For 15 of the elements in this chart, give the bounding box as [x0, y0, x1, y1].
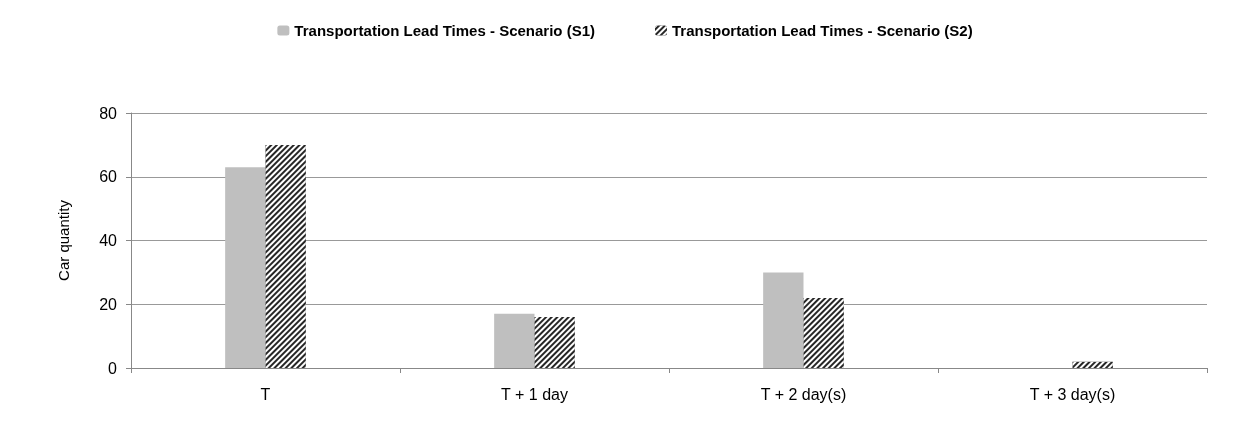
y-tick-label: 80	[99, 104, 118, 122]
legend-label: Transportation Lead Times - Scenario (S2)	[672, 22, 973, 39]
y-tick-label: 60	[99, 168, 118, 186]
y-tick-label: 0	[108, 359, 118, 377]
bar	[763, 272, 804, 368]
x-tick-label: T + 1 day	[501, 385, 568, 403]
x-tick-label: T + 3 day(s)	[1029, 385, 1116, 403]
x-tick-label: T	[260, 385, 271, 403]
y-axis-title: Car quantity	[55, 199, 72, 281]
y-tick-label: 20	[99, 295, 118, 313]
bar	[494, 313, 535, 368]
legend-label: Transportation Lead Times - Scenario (S1)	[294, 22, 596, 39]
y-tick-label: 40	[99, 232, 118, 249]
x-tick-label: T + 2 day(s)	[760, 385, 847, 403]
bar	[225, 167, 266, 368]
